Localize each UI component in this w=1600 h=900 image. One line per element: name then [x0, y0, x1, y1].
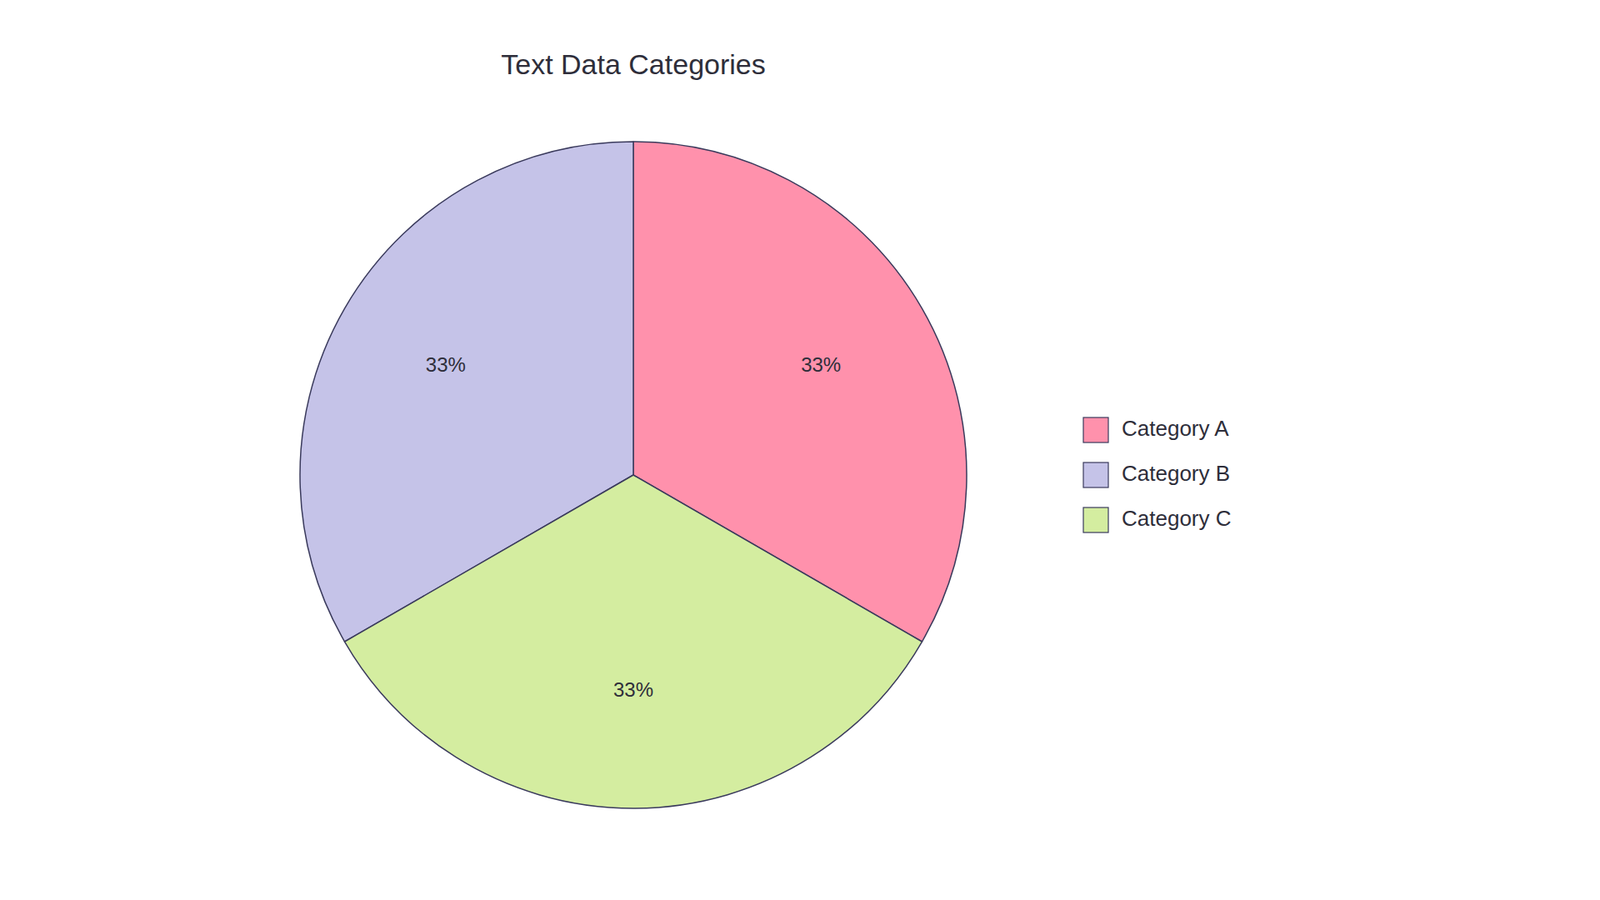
legend-swatch — [1083, 462, 1109, 488]
data-label: 33% — [800, 353, 841, 376]
data-labels: 33% 33% 33% — [425, 353, 841, 701]
legend-swatch — [1083, 417, 1109, 443]
legend-swatch — [1083, 507, 1109, 533]
legend: Category A Category B Category C — [1083, 415, 1232, 533]
data-label: 33% — [613, 678, 654, 701]
legend-label: Category C — [1121, 505, 1232, 531]
legend-label: Category A — [1121, 415, 1230, 441]
legend-label: Category B — [1121, 460, 1230, 486]
data-label: 33% — [425, 353, 466, 376]
slices — [300, 141, 967, 809]
chart: Text Data Categories33%33%33%Category AC… — [0, 0, 1600, 900]
pie-slice — [345, 475, 923, 809]
title: Text Data Categories — [500, 48, 766, 80]
